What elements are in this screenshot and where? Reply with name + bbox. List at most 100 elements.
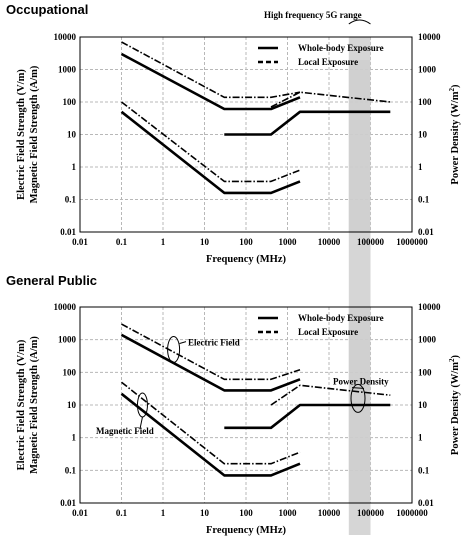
x-tick-label: 100000: [357, 237, 385, 247]
5g-range-bracket: [348, 19, 371, 25]
x-tick-label: 1000000: [396, 508, 428, 518]
y-tick-label-left: 1000: [58, 335, 77, 345]
y-tick-label-left: 0.01: [60, 498, 76, 508]
y-tick-label-right: 1000: [418, 65, 437, 75]
legend-whole-body: Whole-body Exposure: [298, 313, 384, 323]
x-tick-label: 10: [200, 508, 210, 518]
general-public-x-label: Frequency (MHz): [206, 525, 286, 536]
x-tick-label: 1000: [279, 508, 298, 518]
general-public-y-label-electric: Electric Field Strength (V/m): [16, 339, 27, 470]
series-line-2: [224, 403, 391, 430]
occupational-x-label: Frequency (MHz): [206, 254, 286, 265]
series-line-4: [120, 110, 301, 195]
occupational-y-label-power: Power Density (W/m2): [448, 84, 461, 185]
series-line-3: [270, 91, 391, 108]
x-tick-label: 10000: [318, 508, 341, 518]
y-tick-label-right: 0.1: [418, 195, 430, 205]
y-tick-label-right: 1: [418, 433, 423, 443]
series-line-5: [121, 381, 301, 465]
legend-local: Local Exposure: [298, 57, 358, 67]
x-tick-label: 1000000: [396, 237, 428, 247]
series-line-1: [121, 41, 301, 99]
series-line-1: [121, 323, 301, 381]
y-tick-label-right: 10: [418, 400, 428, 410]
x-tick-label: 0.01: [72, 508, 88, 518]
occupational-x-ticks: 0.01 0.1 1 10 100 1000 10000 100000 1000000: [72, 237, 428, 247]
x-tick-label: 100: [239, 508, 253, 518]
y-tick-label-right: 0.01: [418, 498, 434, 508]
y-tick-label-left: 1: [72, 433, 77, 443]
y-tick-label-right: 1: [418, 162, 423, 172]
x-tick-label: 0.01: [72, 237, 88, 247]
power-density-annotation: Power Density: [333, 377, 389, 387]
general-public-plot-frame: [79, 306, 413, 504]
general-public-title: General Public: [6, 273, 97, 288]
occupational-band-overlay: [348, 37, 371, 232]
y-tick-label-right: 0.1: [418, 465, 430, 475]
legend-local: Local Exposure: [298, 327, 358, 337]
occupational-y-label-magnetic: Magnetic Field Strength (A/m): [29, 65, 40, 203]
x-tick-label: 10: [200, 237, 210, 247]
series-line-3: [270, 384, 391, 406]
x-tick-label: 100: [239, 237, 253, 247]
occupational-panel: Occupational 0.01 0.1 1 10 100 1000 10000 10000…: [6, 2, 461, 265]
x-tick-label: 10000: [318, 237, 341, 247]
occupational-title: Occupational: [6, 2, 88, 17]
general-public-y-ticks-right: 10000 1000 100 10 1 0.1 0.01: [418, 302, 441, 508]
y-tick-label-right: 0.01: [418, 227, 434, 237]
y-tick-label-left: 100: [63, 97, 77, 107]
general-public-legend: Whole-body Exposure Local Exposure: [258, 313, 384, 337]
y-tick-label-right: 100: [418, 367, 432, 377]
general-public-y-label-magnetic: Magnetic Field Strength (A/m): [29, 336, 40, 474]
y-tick-label-left: 100: [63, 367, 77, 377]
y-tick-label-left: 10000: [54, 302, 77, 312]
x-tick-label: 1: [161, 237, 166, 247]
x-tick-label: 1: [161, 508, 166, 518]
annotation-callouts: [136, 336, 366, 429]
occupational-plot-frame: [79, 36, 413, 233]
electric-field-ellipse: [167, 336, 181, 364]
y-tick-label-left: 1000: [58, 65, 77, 75]
magnetic-field-leader: [139, 416, 143, 429]
occupational-y-label-electric: Electric Field Strength (V/m): [16, 69, 27, 200]
y-tick-label-left: 0.1: [65, 195, 77, 205]
power-density-ellipse: [350, 383, 366, 413]
x-tick-label: 100000: [357, 508, 385, 518]
5g-range-label: High frequency 5G range: [264, 10, 362, 20]
y-tick-label-right: 100: [418, 97, 432, 107]
series-line-5: [121, 101, 301, 183]
occupational-legend: Whole-body Exposure Local Exposure: [258, 43, 384, 67]
power-density-leader: [351, 387, 365, 389]
y-tick-label-right: 10: [418, 130, 428, 140]
occupational-series: [120, 41, 391, 195]
y-tick-label-right: 1000: [418, 335, 437, 345]
x-tick-label: 0.1: [116, 508, 128, 518]
legend-whole-body: Whole-body Exposure: [298, 43, 384, 53]
x-tick-label: 0.1: [116, 237, 128, 247]
series-line-0: [120, 52, 301, 111]
general-public-y-ticks-left: 10000 1000 100 10 1 0.1 0.01: [54, 302, 77, 508]
occupational-y-ticks-left: 10000 1000 100 10 1 0.1 0.01: [54, 32, 77, 237]
5g-band-in-plot: [348, 37, 371, 232]
y-tick-label-left: 0.1: [65, 465, 77, 475]
general-public-annotations: Electric Field Magnetic Field Power Dens…: [96, 336, 389, 436]
occupational-y-ticks-right: 10000 1000 100 10 1 0.1 0.01: [418, 32, 441, 237]
electric-field-annotation: Electric Field: [188, 338, 240, 348]
general-public-panel: General Public 0.01 0.1 1 10 100 1000 10000 100…: [6, 273, 461, 536]
y-tick-label-left: 10000: [54, 32, 77, 42]
bracket-curve: [348, 19, 371, 25]
general-public-y-label-power: Power Density (W/m2): [448, 354, 461, 455]
y-tick-label-left: 1: [72, 162, 77, 172]
y-tick-label-right: 10000: [418, 302, 441, 312]
y-tick-label-left: 0.01: [60, 227, 76, 237]
y-tick-label-left: 10: [67, 130, 77, 140]
general-public-x-ticks: 0.01 0.1 1 10 100 1000 10000 100000 1000000: [72, 508, 428, 518]
electric-field-leader: [179, 341, 187, 344]
x-tick-label: 1000: [279, 237, 298, 247]
series-line-4: [120, 392, 301, 477]
series-line-2: [224, 110, 391, 136]
y-tick-label-left: 10: [67, 400, 77, 410]
magnetic-field-annotation: Magnetic Field: [96, 426, 154, 436]
y-tick-label-right: 10000: [418, 32, 441, 42]
